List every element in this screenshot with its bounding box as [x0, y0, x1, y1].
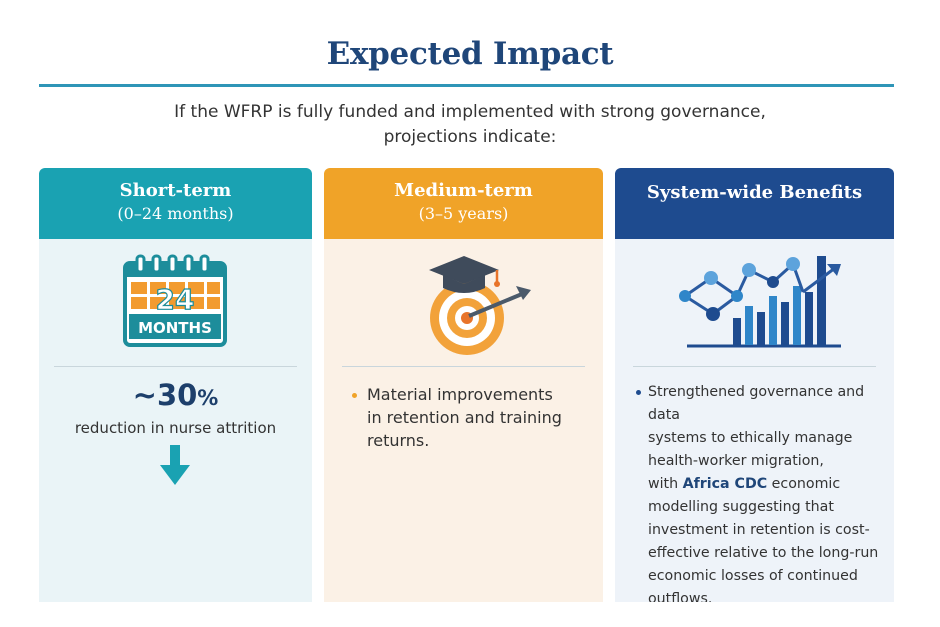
short-term-card: Short-term (0–24 months) 24 MONTHS ~30% …	[39, 168, 312, 602]
system-wide-header: System-wide Benefits	[615, 168, 894, 239]
calendar-icon: 24 MONTHS	[123, 254, 227, 347]
medium-term-subtitle: (3–5 years)	[418, 204, 509, 223]
medium-term-text: Material improvements in retention and t…	[367, 383, 592, 452]
page-title: Expected Impact	[326, 36, 614, 72]
system-wide-divider	[633, 366, 876, 367]
system-wide-title: System-wide Benefits	[646, 182, 863, 203]
system-line-1: Strengthened governance and data	[648, 384, 865, 423]
medium-term-title: Medium-term	[394, 180, 533, 201]
intro-text: If the WFRP is fully funded and implemen…	[0, 100, 940, 150]
system-line-7: effective relative to the long-run	[648, 545, 879, 561]
intro-line-1: If the WFRP is fully funded and implemen…	[174, 102, 766, 122]
system-wide-text: Strengthened governance and data systems…	[648, 381, 888, 602]
attrition-stat-value: ~30	[132, 378, 198, 412]
system-wide-body	[615, 239, 894, 602]
medium-term-bullet	[352, 393, 357, 398]
africa-cdc-highlight: Africa CDC	[682, 476, 768, 492]
medium-term-divider	[342, 366, 585, 367]
short-term-divider	[54, 366, 297, 367]
graduation-target-icon	[429, 256, 531, 355]
short-term-header: Short-term (0–24 months)	[39, 168, 312, 239]
calendar-label: MONTHS	[138, 319, 212, 337]
medium-line-2: in retention and training	[367, 408, 562, 427]
highlight-suffix: economic	[767, 476, 841, 492]
intro-line-2: projections indicate:	[383, 127, 557, 147]
medium-line-1: Material improvements	[367, 385, 553, 404]
medium-term-header: Medium-term (3–5 years)	[324, 168, 603, 239]
system-wide-bullet	[636, 390, 641, 395]
title-divider	[39, 84, 894, 87]
system-line-6: investment in retention is cost-	[648, 522, 870, 538]
short-term-title: Short-term	[119, 180, 232, 201]
system-line-4: with Africa CDC economic	[648, 473, 888, 496]
system-line-3: health-worker migration,	[648, 453, 824, 469]
highlight-prefix: with	[648, 476, 683, 492]
calendar-number: 24	[156, 283, 195, 316]
attrition-stat: ~30%	[39, 378, 312, 412]
attrition-stat-unit: %	[197, 386, 219, 410]
attrition-stat-label: reduction in nurse attrition	[74, 419, 277, 437]
system-line-5: modelling suggesting that	[648, 499, 834, 515]
network-growth-chart-icon	[679, 256, 841, 348]
arrow-down-icon	[160, 445, 190, 485]
system-line-8: economic losses of continued	[648, 568, 858, 584]
system-line-2: systems to ethically manage	[648, 430, 853, 446]
short-term-subtitle: (0–24 months)	[117, 204, 234, 223]
system-wide-card: System-wide Benefits	[615, 168, 894, 602]
medium-line-3: returns.	[367, 431, 430, 450]
medium-term-card: Medium-term (3–5 years) Material improve…	[324, 168, 603, 602]
system-line-9: outflows.	[648, 591, 713, 602]
